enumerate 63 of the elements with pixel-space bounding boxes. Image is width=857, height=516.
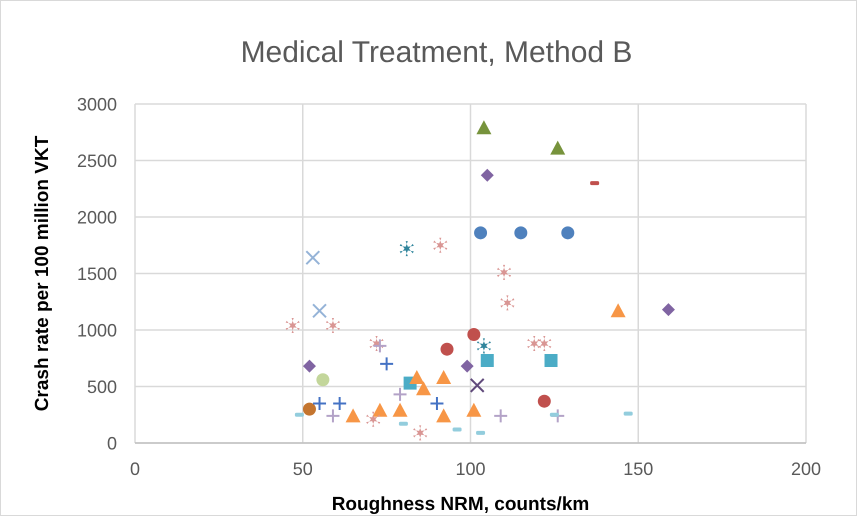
- point: [561, 226, 574, 240]
- point: [476, 120, 492, 134]
- point: [550, 140, 566, 155]
- y-tick-label: 0: [106, 433, 117, 454]
- point: [392, 386, 408, 402]
- point: [429, 396, 444, 411]
- point: [325, 408, 340, 424]
- point: [372, 338, 388, 354]
- point: [610, 303, 626, 318]
- y-tick-label: 1000: [76, 320, 117, 340]
- point: [527, 336, 542, 352]
- point: [538, 394, 551, 408]
- point: [433, 238, 448, 253]
- point: [476, 338, 491, 354]
- point: [662, 303, 675, 316]
- chart-title: Medical Treatment, Method B: [240, 36, 632, 69]
- point: [500, 295, 514, 310]
- point: [286, 318, 300, 333]
- point: [409, 370, 424, 384]
- x-tick-label: 100: [455, 459, 486, 479]
- point: [440, 342, 454, 356]
- point: [346, 408, 361, 422]
- y-tick-label: 2000: [76, 207, 117, 228]
- point: [392, 402, 408, 417]
- point: [379, 356, 394, 372]
- point: [544, 354, 558, 368]
- point: [316, 373, 330, 386]
- point: [493, 408, 508, 424]
- point: [460, 360, 474, 373]
- point: [497, 264, 512, 280]
- point: [480, 168, 494, 182]
- point: [480, 354, 494, 368]
- y-tick-label: 2500: [76, 150, 117, 171]
- point: [467, 328, 480, 342]
- point: [436, 370, 452, 384]
- point: [537, 336, 552, 352]
- point: [366, 412, 380, 427]
- y-tick-label: 3000: [76, 94, 117, 114]
- point: [332, 396, 348, 411]
- point: [305, 250, 320, 266]
- point: [400, 241, 414, 256]
- y-tick-label: 1500: [76, 264, 117, 284]
- point: [436, 408, 452, 422]
- point: [312, 303, 328, 318]
- point: [466, 402, 482, 417]
- x-tick-label: 200: [790, 459, 822, 479]
- point: [312, 396, 328, 411]
- x-tick-label: 50: [292, 459, 313, 479]
- y-tick-label: 500: [86, 376, 117, 397]
- point: [550, 408, 566, 424]
- point: [514, 226, 528, 240]
- point: [372, 402, 388, 417]
- point: [326, 318, 340, 333]
- point: [302, 402, 316, 416]
- point: [474, 226, 488, 240]
- x-tick-label: 150: [623, 459, 654, 479]
- point: [413, 425, 428, 440]
- x-tick-label: 0: [130, 459, 140, 479]
- point: [416, 381, 432, 396]
- x-axis-title: Roughness NRM, counts/km: [332, 494, 590, 515]
- y-axis-title: Crash rate per 100 million VKT: [32, 135, 53, 412]
- point: [470, 378, 485, 393]
- point: [302, 360, 316, 373]
